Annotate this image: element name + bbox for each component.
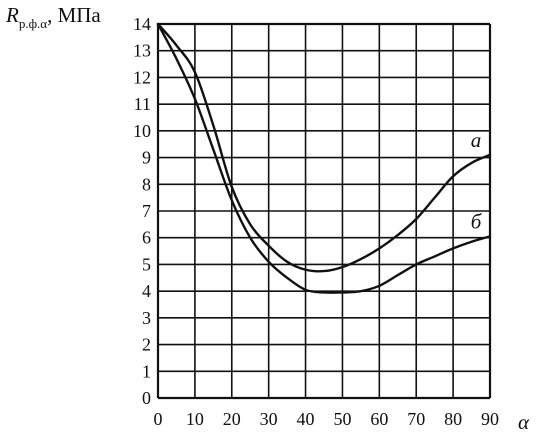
x-tick-label: 40 (297, 409, 315, 429)
y-tick-label: 10 (133, 121, 151, 141)
x-tick-label: 70 (407, 409, 425, 429)
series-label-b: б (471, 209, 483, 233)
tick-labels: 0 10 20 30 40 50 60 70 80 9001234567891011121314а… (133, 14, 499, 429)
grid (156, 22, 492, 400)
x-tick-label: 30 (260, 409, 278, 429)
y-axis-symbol: R (5, 3, 19, 27)
y-tick-label: 4 (142, 281, 151, 301)
x-tick-label: 0 (154, 409, 163, 429)
series-line-b (156, 22, 492, 294)
y-tick-label: 2 (142, 335, 151, 355)
x-tick-label: 20 (223, 409, 241, 429)
series-group (156, 22, 492, 294)
y-tick-label: 13 (133, 41, 151, 61)
y-tick-label: 11 (134, 94, 151, 114)
series-label-a: а (471, 128, 482, 152)
y-tick-label: 3 (142, 308, 151, 328)
x-tick-label: 60 (370, 409, 388, 429)
x-tick-label: 10 (186, 409, 204, 429)
x-tick-label: 50 (333, 409, 351, 429)
y-axis-title: Rр.ф.α, МПа (5, 3, 101, 31)
y-tick-label: 9 (142, 148, 151, 168)
y-tick-label: 5 (142, 254, 151, 274)
x-tick-label: 90 (481, 409, 499, 429)
y-tick-label: 14 (133, 14, 151, 34)
y-tick-label: 8 (142, 174, 151, 194)
y-axis-subscript: р.ф.α (19, 16, 47, 31)
x-tick-label: 80 (444, 409, 462, 429)
y-tick-label: 6 (142, 228, 151, 248)
y-tick-label: 0 (142, 388, 151, 408)
y-tick-label: 7 (142, 201, 151, 221)
x-axis-title: α (518, 410, 530, 434)
y-axis-unit: , МПа (47, 3, 101, 27)
series-line-a (156, 22, 492, 273)
y-tick-label: 1 (142, 361, 151, 381)
y-tick-label: 12 (133, 67, 151, 87)
